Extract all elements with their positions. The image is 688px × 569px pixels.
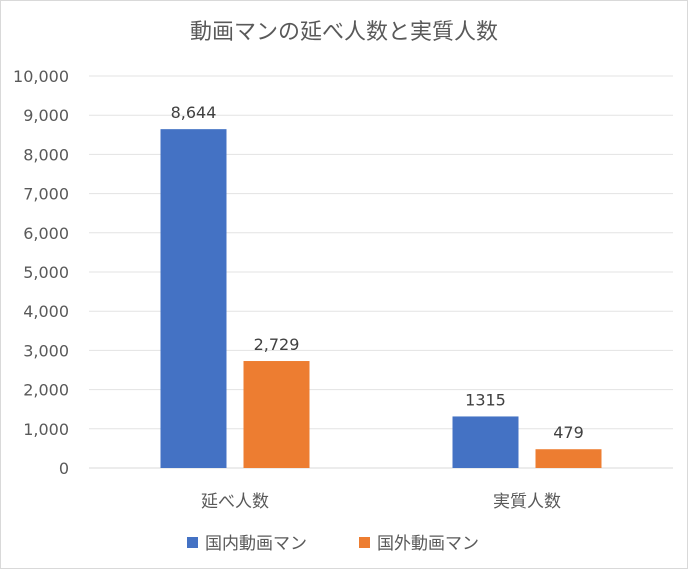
y-tick-label: 5,000 [23,263,69,282]
bar-overseas-0 [243,361,310,468]
y-tick-label: 10,000 [13,67,69,86]
data-label: 2,729 [254,335,300,354]
x-category-label: 延べ人数 [201,492,269,512]
bar-domestic-0 [160,129,227,468]
legend: 国内動画マン 国外動画マン [187,534,479,554]
legend-label: 国外動画マン [377,534,479,554]
y-axis-ticks: 0 1,000 2,000 3,000 4,000 5,000 6,000 7,000 8,00… [13,67,69,478]
data-label: 479 [553,423,584,442]
y-tick-label: 1,000 [23,420,69,439]
data-label: 1315 [465,390,506,409]
legend-swatch [187,537,198,548]
bar-overseas-1 [535,449,602,468]
y-tick-label: 2,000 [23,381,69,400]
legend-swatch [359,537,370,548]
x-axis-categories: 延べ人数 実質人数 [201,492,561,512]
y-tick-label: 8,000 [23,145,69,164]
y-tick-label: 6,000 [23,224,69,243]
bars [160,129,602,468]
y-tick-label: 0 [59,459,69,478]
chart-title: 動画マンの延べ人数と実質人数 [190,20,498,45]
legend-label: 国内動画マン [205,534,307,554]
y-tick-label: 4,000 [23,302,69,321]
y-tick-label: 7,000 [23,185,69,204]
bar-domestic-1 [452,416,519,468]
data-label: 8,644 [171,103,217,122]
y-tick-label: 9,000 [23,106,69,125]
y-tick-label: 3,000 [23,341,69,360]
x-category-label: 実質人数 [493,492,561,512]
data-labels: 8,644 2,729 1315 479 [171,103,584,442]
